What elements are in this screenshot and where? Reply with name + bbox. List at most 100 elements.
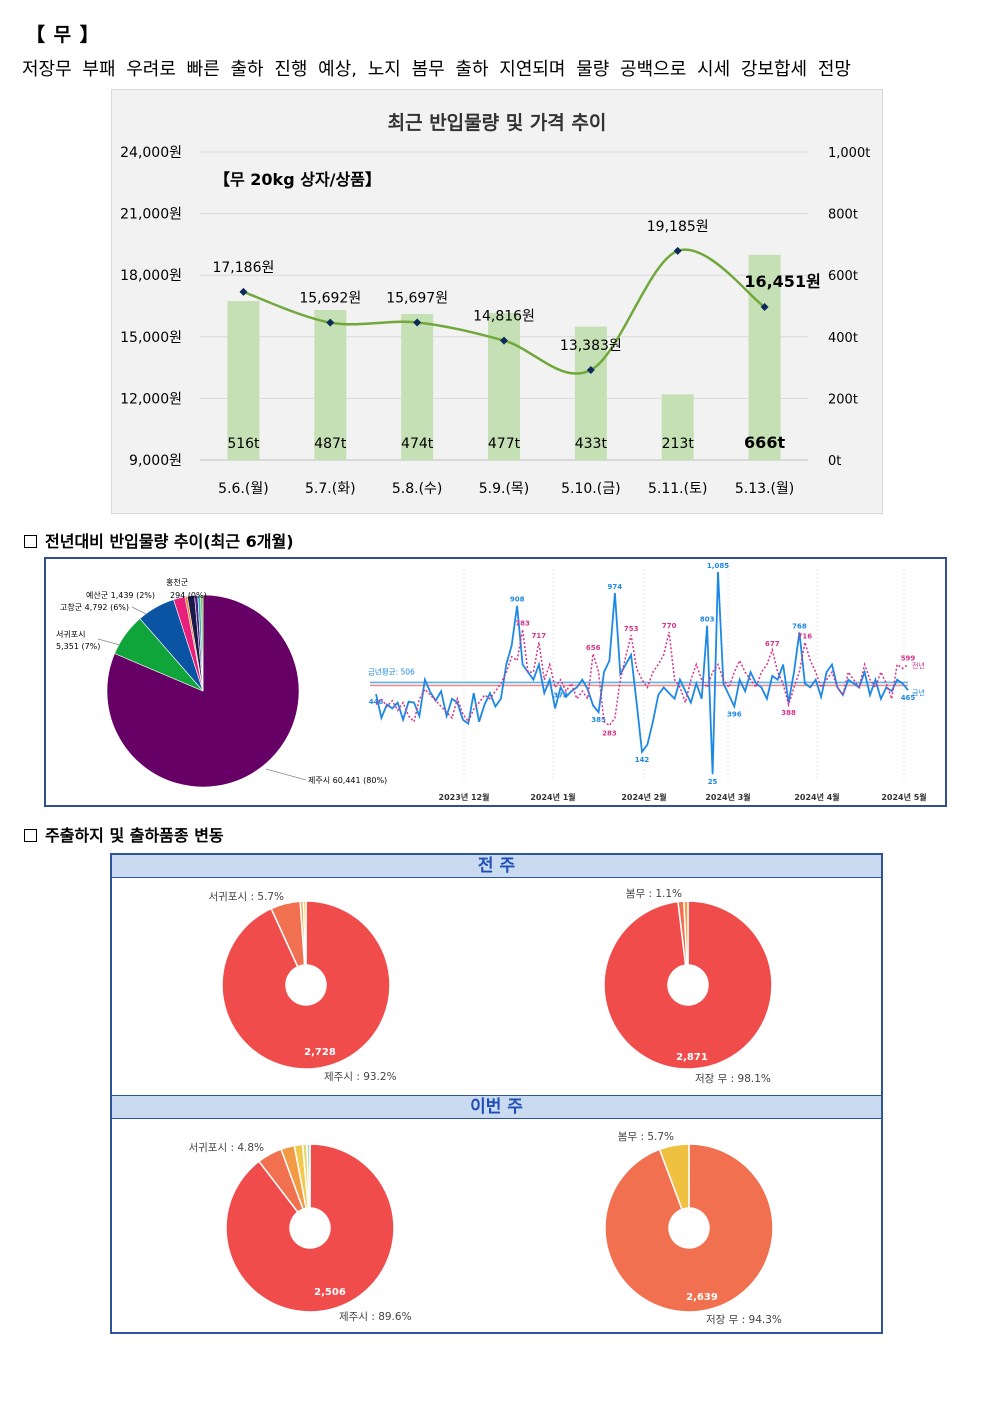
pie-leader	[265, 768, 307, 781]
x-tick-label: 2024년 4월	[794, 792, 839, 802]
x-tick-label: 2024년 2월	[621, 792, 666, 802]
donut-inner-label: 2,871	[676, 1052, 708, 1063]
price-volume-chart: 최근 반입물량 및 가격 추이 9,000원 12,000원 15,000원 18,00…	[111, 89, 883, 514]
left-axis-tick: 15,000원	[120, 330, 182, 346]
line-point-label: 908	[510, 596, 525, 604]
pie-label: 294 (0%)	[170, 591, 207, 600]
line-point-label: 1,085	[707, 562, 729, 570]
donut-inner-label: 2,728	[304, 1047, 336, 1058]
left-axis-tick: 9,000원	[129, 453, 182, 469]
volume-bar	[401, 314, 434, 460]
category-label: 5.13.(월)	[735, 481, 794, 497]
price-label: 14,816원	[473, 309, 535, 325]
x-tick-label: 2024년 5월	[881, 792, 926, 802]
donut-slice	[658, 1143, 690, 1211]
volume-label: 474t	[401, 436, 434, 452]
volume-trend-svg: 제주시 60,441 (80%) 서귀포시 5,351 (7%) 고창군 4,792 …	[56, 562, 927, 802]
left-axis-tick: 18,000원	[120, 268, 182, 284]
category-label: 5.7.(화)	[305, 481, 356, 497]
chart-subtitle: 【무 20kg 상자/상품】	[214, 170, 381, 189]
previous-year-line	[375, 629, 909, 727]
section-box-icon	[24, 535, 37, 548]
price-point	[500, 336, 508, 345]
right-axis-tick: 200t	[828, 392, 858, 407]
pie-label: 5,351 (7%)	[56, 642, 100, 651]
price-label: 13,383원	[560, 338, 622, 354]
price-label: 16,451원	[744, 272, 820, 291]
price-label: 15,697원	[386, 290, 448, 306]
donut-secondary-label: 봄무 : 1.1%	[626, 888, 682, 900]
line-point-label: 753	[624, 625, 639, 633]
pie-label: 서귀포시	[56, 629, 85, 639]
section-box-icon	[24, 829, 37, 842]
price-point	[586, 366, 595, 375]
price-label: 15,692원	[299, 291, 361, 307]
donut-secondary-label: 서귀포시 : 4.8%	[188, 1142, 264, 1154]
line-point-label: 770	[662, 622, 677, 630]
donut-slice	[306, 1143, 311, 1209]
volume-bar	[314, 310, 347, 460]
right-axis-tick: 1,000t	[828, 146, 870, 161]
line-point-label: 385	[591, 716, 606, 724]
volume-label: 433t	[575, 436, 608, 452]
right-axis-tick: 600t	[828, 269, 858, 284]
x-tick-label: 2024년 3월	[705, 792, 750, 802]
pie-slice	[106, 594, 300, 788]
line-point-label: 283	[602, 730, 617, 738]
line-point-label: 768	[792, 622, 807, 630]
pie-label: 제주시 60,441 (80%)	[308, 776, 387, 785]
line-point-label: 717	[532, 632, 547, 640]
market-summary: 저장무 부패 우려로 빠른 출하 진행 예상, 노지 봄무 출하 지연되며 물량…	[22, 59, 851, 80]
left-axis-tick: 12,000원	[120, 391, 182, 407]
price-volume-chart-svg: 최근 반입물량 및 가격 추이 9,000원 12,000원 15,000원 18,00…	[120, 112, 870, 497]
pie-slice	[200, 594, 204, 692]
volume-bar	[227, 301, 260, 460]
price-point	[760, 303, 769, 312]
donut-slice	[302, 900, 307, 966]
band-previous-week: 전 주	[112, 855, 881, 878]
line-point-label: 396	[727, 710, 742, 718]
donut-inner-label: 2,639	[686, 1292, 718, 1303]
donut-slice	[603, 900, 773, 1070]
volume-trend-panel: 제주시 60,441 (80%) 서귀포시 5,351 (7%) 고창군 4,792 …	[44, 557, 947, 807]
donut-inner-label: 2,506	[314, 1287, 346, 1298]
line-point-label: 378	[553, 691, 568, 699]
category-label: 5.10.(금)	[561, 481, 620, 497]
legend-previous-year: 전년	[912, 661, 925, 670]
pie-label: 고창군 4,792 (6%)	[60, 603, 129, 612]
section-origin-variety: 주출하지 및 출하품종 변동	[24, 822, 224, 846]
line-point-label: 599	[901, 655, 916, 663]
pie-label: 예산군 1,439 (2%)	[86, 590, 155, 600]
line-point-label: 716	[798, 632, 813, 640]
volume-label: 516t	[227, 436, 260, 452]
donut-slice	[221, 900, 391, 1070]
volume-label: 487t	[314, 436, 347, 452]
donut-secondary-label: 서귀포시 : 5.7%	[208, 891, 284, 903]
pie-leader	[131, 606, 147, 615]
donut-slice	[604, 1143, 774, 1313]
donut-secondary-label: 봄무 : 5.7%	[618, 1131, 674, 1143]
line-point-label: 25	[708, 778, 718, 786]
category-label: 5.11.(토)	[648, 481, 707, 497]
price-label: 17,186원	[212, 260, 274, 276]
section-origin-variety-title: 주출하지 및 출하품종 변동	[45, 826, 224, 845]
section-volume-trend-title: 전년대비 반입물량 추이(최근 6개월)	[45, 532, 294, 551]
volume-label: 213t	[662, 436, 695, 452]
volume-bar	[661, 394, 694, 460]
chart-title: 최근 반입물량 및 가격 추이	[388, 112, 607, 134]
donut-main-label: 저장 무 : 98.1%	[695, 1073, 771, 1085]
current-year-line	[375, 571, 909, 775]
price-point	[673, 246, 682, 255]
pie-label: 홍천군	[166, 577, 188, 587]
line-point-label: 803	[700, 616, 715, 624]
right-axis-tick: 0t	[828, 454, 841, 469]
donut-main-label: 저장 무 : 94.3%	[706, 1314, 782, 1326]
line-point-label: 465	[901, 694, 916, 702]
pie-leader	[97, 638, 121, 646]
section-volume-trend: 전년대비 반입물량 추이(최근 6개월)	[24, 528, 294, 552]
price-label: 19,185원	[647, 219, 709, 235]
volume-label: 477t	[488, 436, 521, 452]
volume-bar	[574, 326, 607, 460]
price-point	[326, 318, 335, 327]
line-point-label: 974	[608, 583, 623, 591]
